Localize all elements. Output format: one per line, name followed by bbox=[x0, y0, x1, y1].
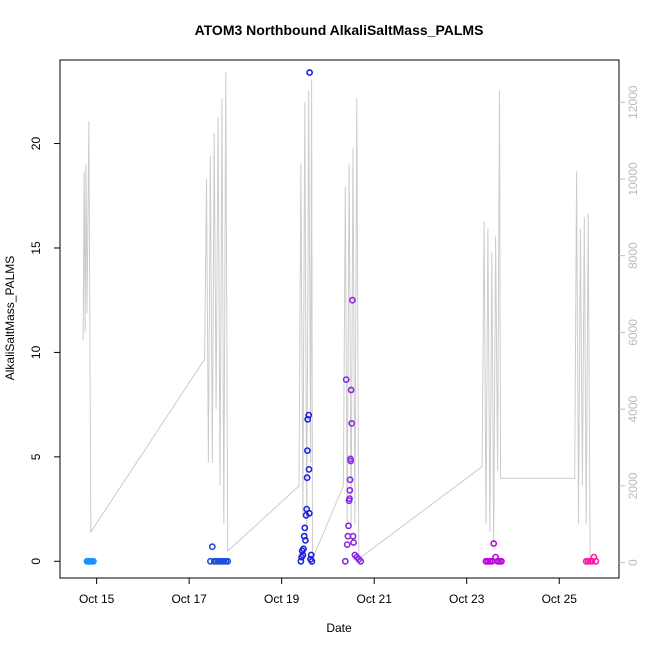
data-point bbox=[346, 486, 354, 494]
x-tick-label: Oct 19 bbox=[264, 592, 300, 606]
secondary-line-series bbox=[82, 71, 591, 560]
data-point bbox=[224, 557, 232, 565]
right-axis: 0 2000 4000 6000 8000 10000 12000 bbox=[619, 85, 640, 566]
data-point bbox=[208, 543, 216, 551]
y-tick-label: 15 bbox=[29, 241, 43, 255]
secondary-line bbox=[82, 71, 591, 560]
y-tick-label: 10 bbox=[29, 345, 43, 359]
data-point bbox=[300, 545, 307, 553]
data-point bbox=[301, 537, 309, 544]
x-axis-label: Date bbox=[326, 621, 352, 635]
y-tick-label: 20 bbox=[29, 137, 43, 151]
chart-title: ATOM3 Northbound AlkaliSaltMass_PALMS bbox=[195, 22, 484, 38]
data-point bbox=[303, 447, 311, 454]
plot-frame bbox=[59, 59, 620, 579]
data-point bbox=[305, 411, 313, 419]
x-tick-label: Oct 25 bbox=[542, 592, 578, 606]
data-point bbox=[490, 540, 498, 547]
data-point bbox=[306, 69, 313, 76]
x-tick-label: Oct 23 bbox=[449, 592, 485, 606]
data-point bbox=[305, 465, 313, 473]
y2-tick-label: 12000 bbox=[626, 85, 640, 119]
data-point bbox=[346, 495, 353, 502]
y-axis: 0 5 10 15 20 bbox=[29, 137, 60, 565]
data-point bbox=[343, 541, 351, 548]
y2-tick-label: 4000 bbox=[626, 396, 640, 423]
data-point bbox=[346, 476, 354, 484]
y2-tick-label: 10000 bbox=[626, 162, 640, 196]
scatter-series bbox=[83, 69, 600, 565]
data-point bbox=[342, 376, 350, 383]
data-point bbox=[345, 522, 352, 530]
y2-tick-label: 6000 bbox=[626, 319, 640, 346]
data-point bbox=[349, 532, 357, 540]
x-tick-label: Oct 21 bbox=[357, 592, 393, 606]
data-point bbox=[497, 557, 505, 565]
data-point bbox=[348, 419, 356, 427]
data-point bbox=[297, 557, 305, 565]
data-point bbox=[90, 557, 97, 565]
data-point bbox=[592, 557, 600, 565]
data-point bbox=[303, 474, 311, 482]
data-point bbox=[299, 551, 307, 559]
data-point bbox=[307, 551, 315, 559]
data-point bbox=[347, 386, 355, 394]
x-tick-label: Oct 15 bbox=[79, 592, 115, 606]
y2-tick-label: 0 bbox=[626, 559, 640, 566]
data-point bbox=[347, 457, 355, 465]
data-point bbox=[301, 524, 309, 532]
data-point bbox=[341, 557, 349, 565]
data-point bbox=[348, 296, 356, 304]
y-tick-label: 0 bbox=[29, 558, 43, 565]
y-axis-label: AlkaliSaltMass_PALMS bbox=[3, 256, 17, 381]
y2-tick-label: 8000 bbox=[626, 242, 640, 269]
x-tick-label: Oct 17 bbox=[171, 592, 207, 606]
data-point bbox=[305, 509, 313, 517]
x-axis: Oct 15 Oct 17 Oct 19 Oct 21 Oct 23 Oct 25 bbox=[79, 578, 577, 606]
y2-tick-label: 2000 bbox=[626, 472, 640, 499]
data-point bbox=[308, 557, 316, 565]
y-tick-label: 5 bbox=[29, 453, 43, 460]
data-point bbox=[357, 557, 365, 565]
data-point bbox=[350, 539, 357, 546]
